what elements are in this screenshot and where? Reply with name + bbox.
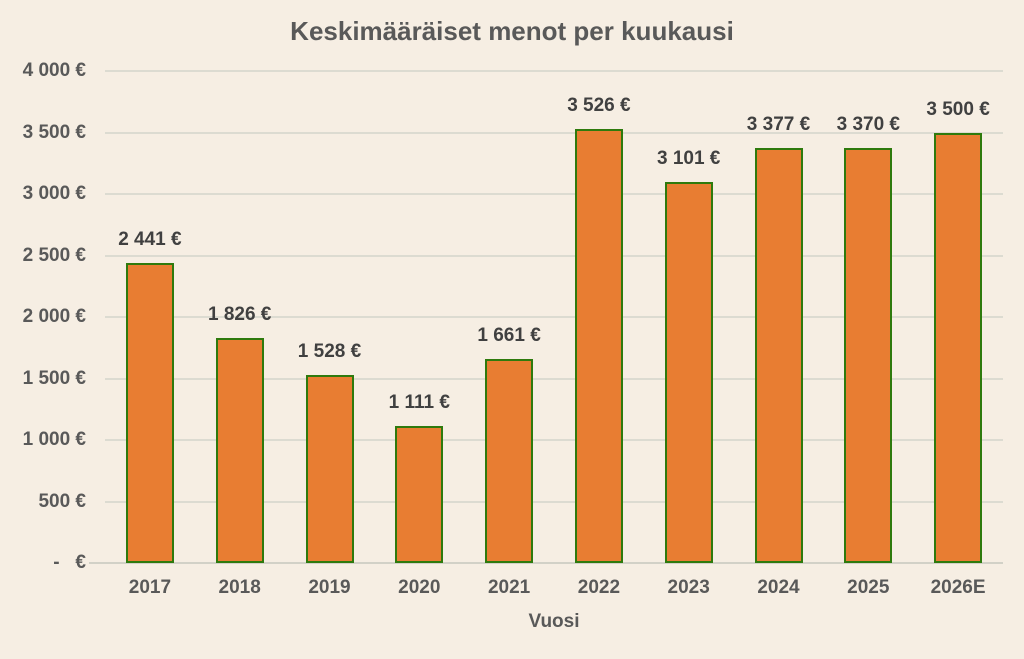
bar-value-label: 3 370 € bbox=[836, 114, 900, 136]
bar-value-label: 1 528 € bbox=[297, 341, 362, 363]
bar-2019 bbox=[305, 375, 354, 563]
bar-2021 bbox=[485, 358, 534, 563]
x-axis-tick-label: 2026E bbox=[930, 577, 986, 598]
gridline-3000 bbox=[105, 193, 1003, 195]
bar-value-label: 1 826 € bbox=[207, 304, 272, 326]
x-axis-tick-label: 2018 bbox=[218, 577, 261, 598]
gridline-500 bbox=[105, 500, 1003, 503]
x-axis-tick-label: 2020 bbox=[398, 577, 441, 598]
chart-title: Keskimääräiset menot per kuukausi bbox=[290, 16, 734, 46]
x-axis-tick-label: 2019 bbox=[308, 577, 351, 598]
gridline-2000 bbox=[105, 316, 1003, 318]
bar-2022 bbox=[574, 129, 623, 563]
y-axis-tick-label: 4 000 € bbox=[22, 60, 86, 81]
y-axis-tick-label: 3 000 € bbox=[22, 183, 86, 204]
y-axis-tick-label: 500 € bbox=[38, 490, 86, 512]
bar-value-label: 1 111 € bbox=[388, 392, 450, 414]
bar-2020 bbox=[395, 426, 444, 563]
gridline-2500 bbox=[105, 254, 1003, 257]
x-axis-tick-label: 2022 bbox=[577, 577, 621, 598]
y-axis-tick-label: 2 000 € bbox=[22, 306, 86, 327]
gridline-3500 bbox=[105, 131, 1003, 134]
y-axis-tick-label: 1 500 € bbox=[22, 367, 86, 389]
gridline-1500 bbox=[105, 377, 1003, 380]
x-axis-tick-label: 2023 bbox=[667, 577, 710, 598]
bar-2017 bbox=[125, 262, 174, 563]
bar-2018 bbox=[215, 338, 264, 563]
y-axis-tick-label: 1 000 € bbox=[22, 429, 86, 450]
bar-value-label: 3 101 € bbox=[656, 147, 721, 169]
bar-value-label: 3 526 € bbox=[567, 95, 631, 117]
y-axis-tick-label: 3 500 € bbox=[22, 121, 86, 143]
x-axis-line bbox=[89, 562, 1003, 564]
x-axis-tick-label: 2025 bbox=[847, 577, 890, 598]
bar-value-label: 3 500 € bbox=[926, 98, 990, 120]
bar-value-label: 3 377 € bbox=[746, 113, 811, 135]
gridline-1000 bbox=[105, 439, 1003, 441]
bar-value-label: 2 441 € bbox=[118, 228, 182, 250]
bar-2023 bbox=[664, 181, 713, 563]
x-axis-tick-label: 2017 bbox=[128, 577, 172, 598]
x-axis-tick-label: 2024 bbox=[757, 577, 800, 598]
bar-2026E bbox=[934, 132, 983, 563]
bar-value-label: 1 661 € bbox=[477, 324, 541, 346]
bar-2025 bbox=[844, 148, 893, 563]
gridline-4000 bbox=[105, 70, 1003, 72]
bar-2024 bbox=[754, 147, 803, 563]
x-axis-tick-label: 2021 bbox=[487, 577, 531, 598]
y-axis-tick-label: 2 500 € bbox=[22, 244, 86, 266]
x-axis-title: Vuosi bbox=[528, 611, 580, 632]
y-axis-tick-label: - € bbox=[53, 552, 86, 573]
